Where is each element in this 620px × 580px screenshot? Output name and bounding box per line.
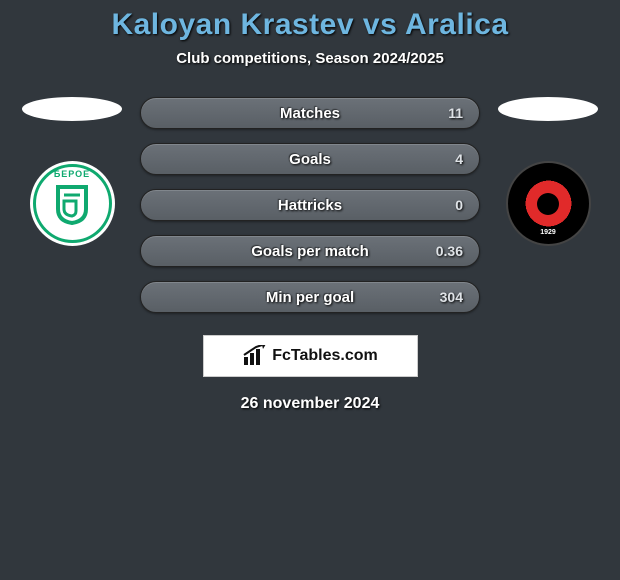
- chart-icon: [242, 345, 268, 367]
- stat-value: 0: [455, 197, 463, 213]
- stat-label: Hattricks: [278, 197, 342, 214]
- comparison-card: Kaloyan Krastev vs Aralica Club competit…: [0, 0, 620, 413]
- stat-label: Goals per match: [251, 243, 369, 260]
- stat-label: Goals: [289, 151, 331, 168]
- badge-year: 1929: [508, 229, 589, 236]
- stat-row-matches: Matches 11: [140, 97, 480, 129]
- stat-row-hattricks: Hattricks 0: [140, 189, 480, 221]
- main-row: БЕРОЕ Matches 11 Goals 4 Hattricks: [0, 97, 620, 313]
- branding-box[interactable]: FcTables.com: [203, 335, 418, 377]
- right-player-column: 1929: [498, 97, 598, 246]
- stats-column: Matches 11 Goals 4 Hattricks 0 Goals per…: [140, 97, 480, 313]
- stat-row-goals: Goals 4: [140, 143, 480, 175]
- left-club-badge: БЕРОЕ: [30, 161, 115, 246]
- left-player-column: БЕРОЕ: [22, 97, 122, 246]
- stat-value: 11: [448, 105, 463, 121]
- stat-row-goals-per-match: Goals per match 0.36: [140, 235, 480, 267]
- branding-text: FcTables.com: [272, 347, 378, 365]
- stat-value: 4: [455, 151, 463, 167]
- right-player-portrait: [498, 97, 598, 121]
- date-text: 26 november 2024: [0, 395, 620, 413]
- page-subtitle: Club competitions, Season 2024/2025: [0, 50, 620, 67]
- page-title: Kaloyan Krastev vs Aralica: [0, 8, 620, 42]
- right-club-badge: 1929: [506, 161, 591, 246]
- stat-label: Matches: [280, 105, 340, 122]
- stat-row-min-per-goal: Min per goal 304: [140, 281, 480, 313]
- left-player-portrait: [22, 97, 122, 121]
- stat-value: 304: [440, 289, 463, 305]
- badge-text: БЕРОЕ: [30, 169, 115, 179]
- badge-face-icon: [537, 193, 559, 215]
- stat-value: 0.36: [436, 243, 463, 259]
- stat-label: Min per goal: [266, 289, 354, 306]
- shield-icon: [54, 185, 90, 225]
